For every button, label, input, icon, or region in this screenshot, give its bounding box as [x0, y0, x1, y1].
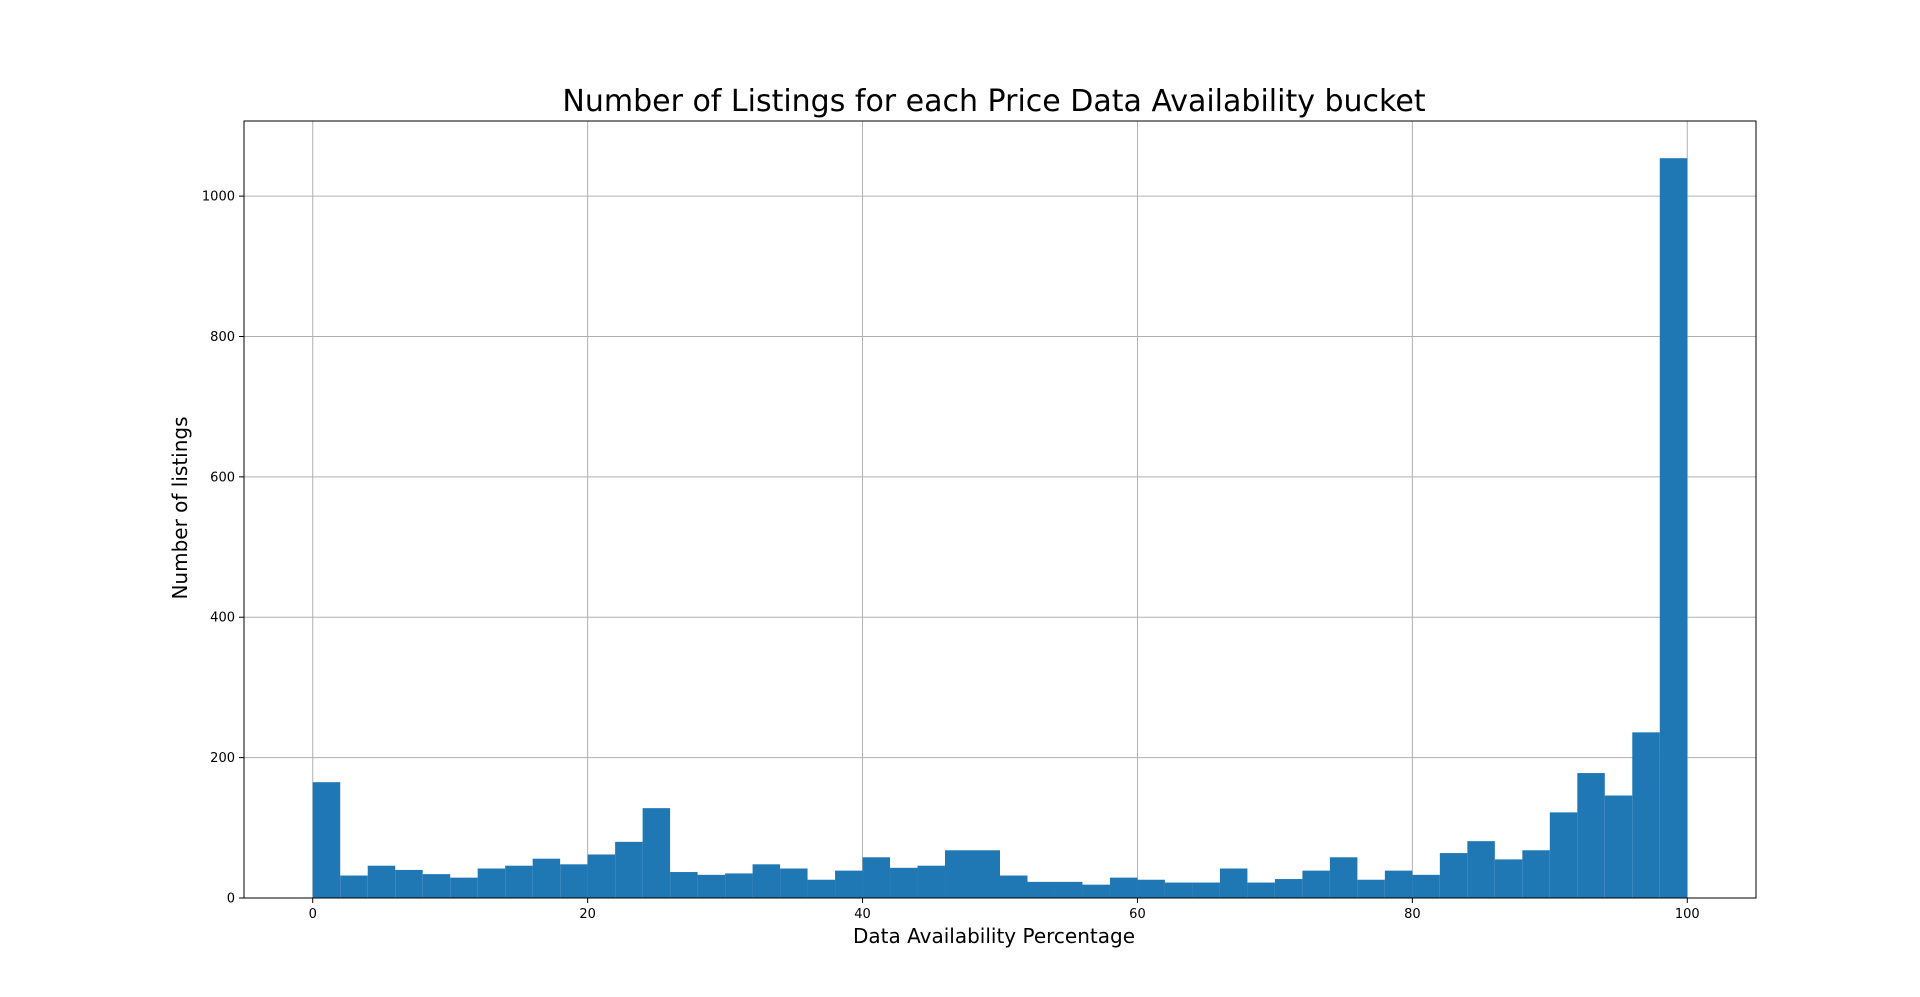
histogram-bar: [395, 869, 423, 898]
histogram-bar: [807, 879, 836, 898]
histogram-bar: [917, 865, 946, 898]
histogram-bar: [422, 874, 451, 898]
histogram-bar: [1137, 879, 1165, 898]
histogram-bar: [1549, 812, 1578, 898]
y-tick-label: 1000: [202, 190, 235, 205]
histogram-bar: [1577, 773, 1605, 898]
histogram-bar: [945, 850, 973, 898]
y-axis-ticks: 0 200 400 600 800 1000: [202, 190, 244, 907]
histogram-bar: [477, 868, 506, 898]
histogram-bar: [642, 808, 671, 898]
x-tick-label: 40: [854, 907, 871, 922]
x-tick-label: 60: [1129, 907, 1146, 922]
x-axis-ticks: 0 20 40 60 80 100: [309, 898, 1700, 922]
histogram-bar: [697, 874, 726, 898]
histogram-bar: [1302, 870, 1330, 898]
x-tick-label: 100: [1675, 907, 1700, 922]
histogram-bar: [725, 873, 753, 898]
histogram-bar: [1109, 877, 1138, 898]
histogram-bar: [1027, 881, 1055, 898]
histogram-bar: [862, 857, 891, 898]
histogram-bar: [780, 868, 808, 898]
histogram-bar: [615, 841, 643, 898]
y-tick-label: 200: [210, 751, 235, 766]
histogram-bar: [1439, 853, 1468, 898]
chart-title: Number of Listings for each Price Data A…: [562, 84, 1425, 119]
bars: [312, 158, 1688, 898]
y-tick-label: 800: [210, 330, 235, 345]
histogram-bar: [1329, 857, 1358, 898]
histogram-bar: [1000, 875, 1028, 898]
histogram-bar: [1054, 881, 1083, 898]
histogram-bar: [835, 870, 863, 898]
histogram-bar: [587, 854, 616, 898]
y-tick-label: 0: [227, 892, 235, 907]
histogram-bar: [532, 858, 561, 898]
histogram-bar: [1467, 841, 1495, 898]
histogram-bar: [1522, 850, 1550, 898]
histogram-bar: [505, 865, 533, 898]
histogram-bar: [1192, 882, 1220, 898]
plot-frame: [243, 120, 1757, 899]
histogram-bar: [752, 864, 781, 898]
histogram-bar: [340, 875, 368, 898]
histogram-bar: [1384, 870, 1413, 898]
y-tick-label: 400: [210, 611, 235, 626]
histogram-bar: [560, 864, 588, 898]
histogram-bar: [1082, 884, 1110, 898]
histogram-bar: [972, 850, 1000, 898]
histogram-bar: [1494, 859, 1523, 898]
histogram-bar: [1632, 732, 1660, 898]
histogram-bar: [1274, 879, 1303, 898]
histogram-bar: [367, 865, 396, 898]
histogram-bar: [450, 877, 478, 898]
histogram-bar: [1164, 882, 1193, 898]
x-axis-label: Data Availability Percentage: [853, 924, 1135, 948]
x-tick-label: 80: [1404, 907, 1421, 922]
histogram-bar: [1604, 795, 1633, 898]
histogram-bar: [312, 782, 341, 898]
histogram-bar: [1357, 879, 1385, 898]
histogram-bar: [1219, 868, 1248, 898]
histogram-bar: [670, 872, 698, 898]
x-tick-label: 0: [309, 907, 317, 922]
x-tick-label: 20: [579, 907, 596, 922]
histogram-bar: [890, 867, 918, 898]
y-tick-label: 600: [210, 470, 235, 485]
y-axis-label: Number of listings: [168, 416, 192, 599]
histogram-bar: [1659, 158, 1688, 898]
histogram-bar: [1412, 874, 1440, 898]
histogram-bar: [1247, 882, 1275, 898]
